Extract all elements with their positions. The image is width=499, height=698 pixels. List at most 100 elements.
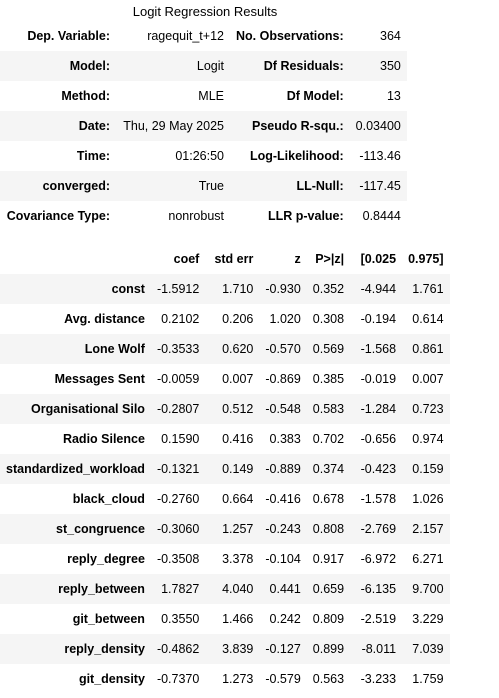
summary-label: Time: xyxy=(76,149,110,163)
summary-value: 350 xyxy=(380,59,401,73)
ci-upper-value: 7.039 xyxy=(412,642,444,656)
header-z: z xyxy=(294,252,301,266)
variable-name: Messages Sent xyxy=(54,372,145,386)
coefficient-row: Radio Silence 0.1590 0.416 0.383 0.702 -0.656… xyxy=(0,424,450,454)
coef-value: 0.3550 xyxy=(161,612,200,626)
coefficient-header-row: coef std err z P>|z| [0.025 0.975] xyxy=(0,244,450,274)
z-value: -0.127 xyxy=(265,642,301,656)
coefficient-row: Lone Wolf -0.3533 0.620 -0.570 0.569 -1.568 0.… xyxy=(0,334,450,364)
p-value: 0.899 xyxy=(312,642,345,656)
header-ci-upper: 0.975] xyxy=(408,252,444,266)
summary-value: Logit xyxy=(196,59,224,73)
coefficient-table: coef std err z P>|z| [0.025 0.975] const… xyxy=(0,244,450,694)
summary-table: Dep. Variable: ragequit_t+12 No. Observati… xyxy=(0,21,407,231)
p-value: 0.702 xyxy=(312,432,345,446)
ci-lower-value: -0.019 xyxy=(360,372,397,386)
ci-upper-value: 0.159 xyxy=(412,462,444,476)
p-value: 0.352 xyxy=(312,282,345,296)
coefficient-row: reply_degree -0.3508 3.378 -0.104 0.917 -6.97… xyxy=(0,544,450,574)
coefficient-row: git_between 0.3550 1.466 0.242 0.809 -2.519 3.… xyxy=(0,604,450,634)
z-value: -0.570 xyxy=(265,342,301,356)
summary-row: Covariance Type: nonrobust LLR p-value: 0.8… xyxy=(0,201,407,231)
summary-value: ragequit_t+12 xyxy=(147,29,224,43)
summary-value: -113.46 xyxy=(359,149,401,163)
header-ci-lower: [0.025 xyxy=(360,252,397,266)
variable-name: black_cloud xyxy=(72,492,145,506)
summary-value: -117.45 xyxy=(359,179,401,193)
ci-lower-value: -4.944 xyxy=(360,282,397,296)
p-value: 0.308 xyxy=(312,312,345,326)
std-err-value: 3.378 xyxy=(222,552,254,566)
ci-lower-value: -2.519 xyxy=(360,612,397,626)
coef-value: -0.3060 xyxy=(156,522,200,536)
z-value: 1.020 xyxy=(269,312,301,326)
std-err-value: 1.273 xyxy=(222,672,254,686)
p-value: 0.808 xyxy=(312,522,345,536)
std-err-value: 0.512 xyxy=(222,402,254,416)
std-err-value: 4.040 xyxy=(222,582,254,596)
coef-value: -0.1321 xyxy=(156,462,200,476)
summary-row: Method: MLE Df Model: 13 xyxy=(0,81,407,111)
summary-label: LLR p-value: xyxy=(267,209,344,223)
ci-lower-value: -2.769 xyxy=(360,522,397,536)
std-err-value: 0.206 xyxy=(222,312,254,326)
p-value: 0.809 xyxy=(312,612,345,626)
summary-value: MLE xyxy=(198,89,224,103)
summary-value: 13 xyxy=(386,89,401,103)
z-value: 0.242 xyxy=(269,612,301,626)
ci-lower-value: -1.578 xyxy=(360,492,397,506)
coef-value: -1.5912 xyxy=(156,282,200,296)
coef-value: -0.2807 xyxy=(156,402,200,416)
p-value: 0.583 xyxy=(312,402,345,416)
z-value: -0.104 xyxy=(265,552,301,566)
coefficient-row: const -1.5912 1.710 -0.930 0.352 -4.944 1.761 xyxy=(0,274,450,304)
coefficient-row: reply_density -0.4862 3.839 -0.127 0.899 -8.0… xyxy=(0,634,450,664)
coef-value: -0.3508 xyxy=(156,552,200,566)
p-value: 0.678 xyxy=(312,492,345,506)
ci-lower-value: -0.656 xyxy=(360,432,397,446)
summary-value: True xyxy=(198,179,224,193)
coef-value: -0.7370 xyxy=(156,672,200,686)
std-err-value: 0.416 xyxy=(222,432,254,446)
variable-name: Radio Silence xyxy=(62,432,145,446)
ci-lower-value: -6.135 xyxy=(360,582,397,596)
ci-lower-value: -8.011 xyxy=(361,642,397,656)
ci-upper-value: 0.007 xyxy=(412,372,444,386)
variable-name: Lone Wolf xyxy=(84,342,145,356)
coef-value: -0.3533 xyxy=(156,342,200,356)
z-value: -0.243 xyxy=(265,522,301,536)
variable-name: st_congruence xyxy=(56,522,145,536)
z-value: -0.579 xyxy=(265,672,301,686)
ci-upper-value: 1.759 xyxy=(412,672,444,686)
ci-upper-value: 0.723 xyxy=(412,402,444,416)
z-value: -0.416 xyxy=(265,492,301,506)
variable-name: Avg. distance xyxy=(64,312,145,326)
summary-label: LL-Null: xyxy=(296,179,344,193)
z-value: -0.930 xyxy=(265,282,301,296)
summary-label: Df Model: xyxy=(286,89,344,103)
table-caption: Logit Regression Results xyxy=(132,4,278,19)
summary-label: Method: xyxy=(61,89,110,103)
variable-name: const xyxy=(111,282,145,296)
coef-value: 0.2102 xyxy=(161,312,200,326)
coefficient-row: st_congruence -0.3060 1.257 -0.243 0.808 -2.7… xyxy=(0,514,450,544)
summary-row: Date: Thu, 29 May 2025 Pseudo R-squ.: 0.034… xyxy=(0,111,407,141)
coefficient-row: Organisational Silo -0.2807 0.512 -0.548 0.5… xyxy=(0,394,450,424)
summary-row: converged: True LL-Null: -117.45 xyxy=(0,171,407,201)
ci-upper-value: 9.700 xyxy=(412,582,444,596)
std-err-value: 1.466 xyxy=(222,612,254,626)
z-value: -0.548 xyxy=(265,402,301,416)
ci-lower-value: -0.194 xyxy=(360,312,397,326)
std-err-value: 0.007 xyxy=(222,372,254,386)
ci-upper-value: 0.614 xyxy=(412,312,444,326)
coef-value: 1.7827 xyxy=(161,582,200,596)
coef-value: 0.1590 xyxy=(161,432,200,446)
z-value: 0.383 xyxy=(269,432,301,446)
std-err-value: 0.620 xyxy=(222,342,254,356)
ci-upper-value: 0.974 xyxy=(412,432,444,446)
summary-label: Log-Likelihood: xyxy=(249,149,344,163)
ci-upper-value: 2.157 xyxy=(412,522,444,536)
ci-upper-value: 0.861 xyxy=(412,342,444,356)
ci-lower-value: -3.233 xyxy=(360,672,397,686)
ci-upper-value: 6.271 xyxy=(412,552,444,566)
